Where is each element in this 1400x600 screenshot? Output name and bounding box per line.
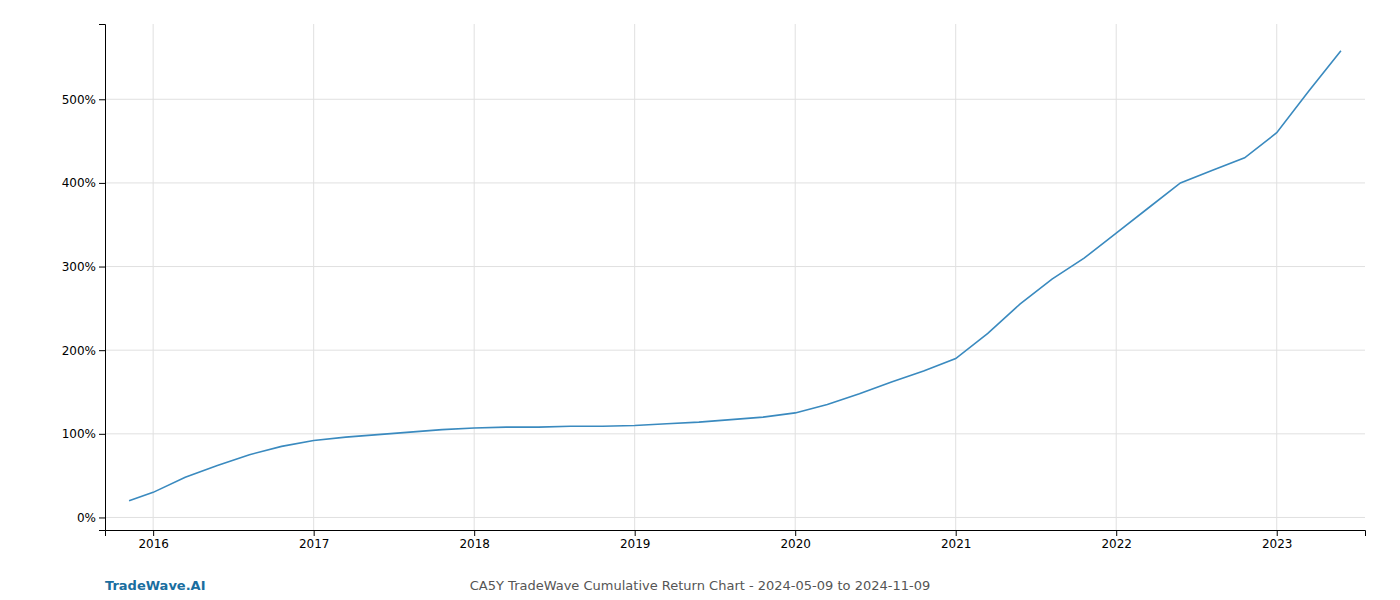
tick-label: 2016 bbox=[138, 537, 169, 551]
tick: 2020 bbox=[780, 530, 811, 551]
tick-label: 200% bbox=[62, 344, 96, 358]
grid-line bbox=[105, 517, 1365, 518]
tick: 200% bbox=[62, 344, 105, 358]
tick-label: 2019 bbox=[620, 537, 651, 551]
tick-mark bbox=[153, 530, 154, 536]
tick-label: 2023 bbox=[1262, 537, 1293, 551]
tick-label: 2018 bbox=[459, 537, 490, 551]
axis-line bbox=[106, 531, 1366, 537]
grid-line bbox=[955, 24, 956, 530]
tick: 400% bbox=[62, 176, 105, 190]
plot-area: 2016 2017 2018 2019 2020 2021 2022 2023 0% 100% 20… bbox=[62, 24, 1366, 551]
tick: 500% bbox=[62, 93, 105, 107]
tick-label: 2021 bbox=[941, 537, 972, 551]
tick-mark bbox=[99, 517, 105, 518]
marks bbox=[129, 51, 1341, 501]
tick-label: 2020 bbox=[780, 537, 811, 551]
grid-line bbox=[474, 24, 475, 530]
tick-mark bbox=[99, 350, 105, 351]
grid-line bbox=[105, 266, 1365, 267]
grid-line bbox=[313, 24, 314, 530]
tick-mark bbox=[956, 530, 957, 536]
tick-mark bbox=[635, 530, 636, 536]
tick-mark bbox=[474, 530, 475, 536]
grid-line bbox=[1116, 24, 1117, 530]
tick-mark bbox=[1277, 530, 1278, 536]
grid bbox=[105, 24, 1365, 530]
y-axis: 0% 100% 200% 300% 400% 500% bbox=[62, 25, 106, 531]
tick: 2018 bbox=[459, 530, 490, 551]
grid-line bbox=[1276, 24, 1277, 530]
grid-line bbox=[795, 24, 796, 530]
grid-line bbox=[105, 433, 1365, 434]
tick: 2021 bbox=[941, 530, 972, 551]
axis-line bbox=[99, 25, 106, 531]
chart: 2016 2017 2018 2019 2020 2021 2022 2023 0% 100% 20… bbox=[0, 0, 1400, 600]
grid-line bbox=[105, 182, 1365, 183]
tick-label: 2022 bbox=[1101, 537, 1132, 551]
tick-mark bbox=[99, 434, 105, 435]
watermark: TradeWave.AI bbox=[105, 578, 206, 593]
tick-mark bbox=[99, 183, 105, 184]
tick-mark bbox=[314, 530, 315, 536]
tick: 100% bbox=[62, 427, 105, 441]
grid-line bbox=[105, 99, 1365, 100]
tick-mark bbox=[99, 99, 105, 100]
line bbox=[129, 51, 1341, 501]
tick: 2023 bbox=[1262, 530, 1293, 551]
grid-line bbox=[153, 24, 154, 530]
tick: 2019 bbox=[620, 530, 651, 551]
tick-label: 100% bbox=[62, 427, 96, 441]
tick-mark bbox=[795, 530, 796, 536]
tick-mark bbox=[1116, 530, 1117, 536]
tick-mark bbox=[99, 267, 105, 268]
tick-label: 0% bbox=[77, 511, 96, 525]
grid-line bbox=[634, 24, 635, 530]
tick: 0% bbox=[77, 511, 105, 525]
tick: 2022 bbox=[1101, 530, 1132, 551]
tick: 2017 bbox=[299, 530, 330, 551]
tick: 2016 bbox=[138, 530, 169, 551]
tick-label: 300% bbox=[62, 260, 96, 274]
tick-label: 400% bbox=[62, 176, 96, 190]
tick-label: 2017 bbox=[299, 537, 330, 551]
x-axis: 2016 2017 2018 2019 2020 2021 2022 2023 bbox=[106, 530, 1366, 551]
grid-line bbox=[105, 350, 1365, 351]
tick: 300% bbox=[62, 260, 105, 274]
title: CA5Y TradeWave Cumulative Return Chart -… bbox=[470, 578, 930, 593]
tick-label: 500% bbox=[62, 93, 96, 107]
